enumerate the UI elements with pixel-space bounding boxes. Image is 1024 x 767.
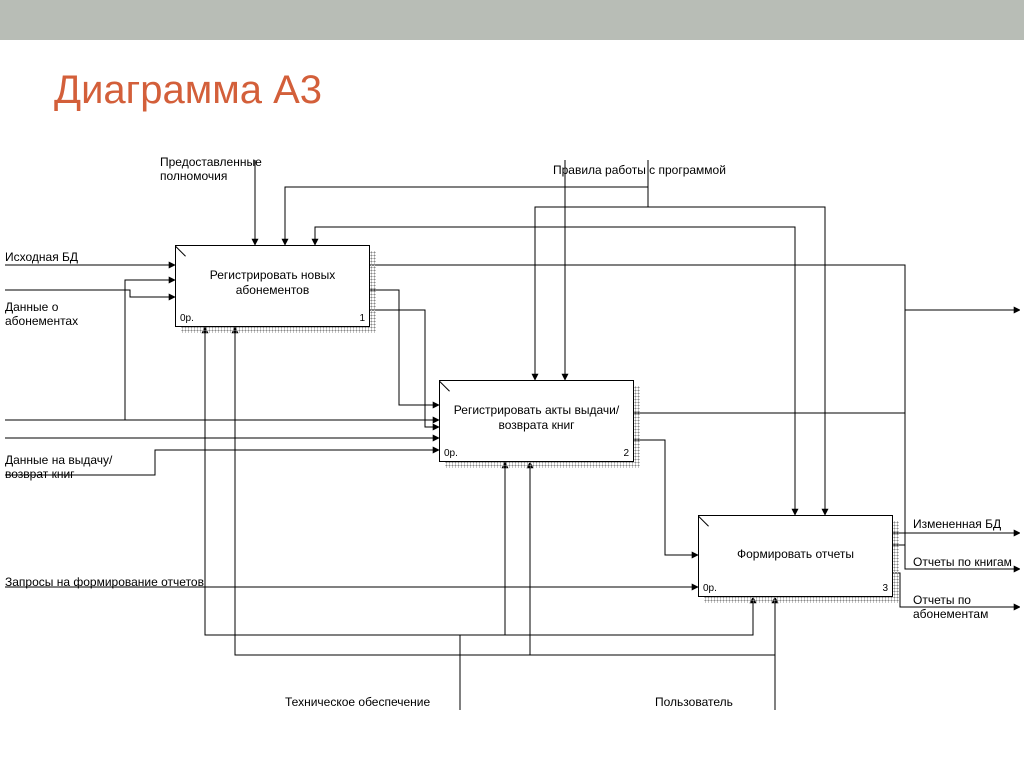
external-label: Запросы на формирование отчетов bbox=[5, 575, 225, 589]
box-corner-mark bbox=[176, 246, 186, 256]
presentation-top-bar bbox=[0, 0, 1024, 40]
external-label: Предоставленные полномочия bbox=[160, 155, 310, 184]
box-number: 3 bbox=[882, 583, 888, 594]
external-label: Правила работы с программой bbox=[553, 163, 773, 177]
external-label: Отчеты по книгам bbox=[913, 555, 1023, 569]
external-label: Отчеты по абонементам bbox=[913, 593, 1024, 622]
box-number: 1 bbox=[359, 313, 365, 324]
box-number: 2 bbox=[623, 448, 629, 459]
external-label: Данные о абонементах bbox=[5, 300, 125, 329]
external-label: Данные на выдачу/возврат книг bbox=[5, 453, 135, 482]
idef0-box-3: Формировать отчеты 0р. 3 bbox=[698, 515, 893, 597]
box-corner-mark bbox=[699, 516, 709, 526]
box-label: Регистрировать акты выдачи/возврата книг bbox=[440, 403, 633, 433]
idef0-diagram: Регистрировать новых абонементов0р.1Реги… bbox=[5, 155, 1020, 730]
external-label: Измененная БД bbox=[913, 517, 1023, 531]
idef0-box-2: Регистрировать акты выдачи/возврата книг… bbox=[439, 380, 634, 462]
box-corner-mark bbox=[440, 381, 450, 391]
box-cost: 0р. bbox=[703, 583, 717, 594]
box-cost: 0р. bbox=[180, 313, 194, 324]
external-label: Техническое обеспечение bbox=[285, 695, 485, 709]
idef0-box-1: Регистрировать новых абонементов 0р. 1 bbox=[175, 245, 370, 327]
box-cost: 0р. bbox=[444, 448, 458, 459]
external-label: Пользователь bbox=[655, 695, 775, 709]
external-label: Исходная БД bbox=[5, 250, 125, 264]
box-label: Формировать отчеты bbox=[699, 547, 892, 562]
page-title: Диаграмма А3 bbox=[0, 40, 1024, 131]
box-label: Регистрировать новых абонементов bbox=[176, 268, 369, 298]
